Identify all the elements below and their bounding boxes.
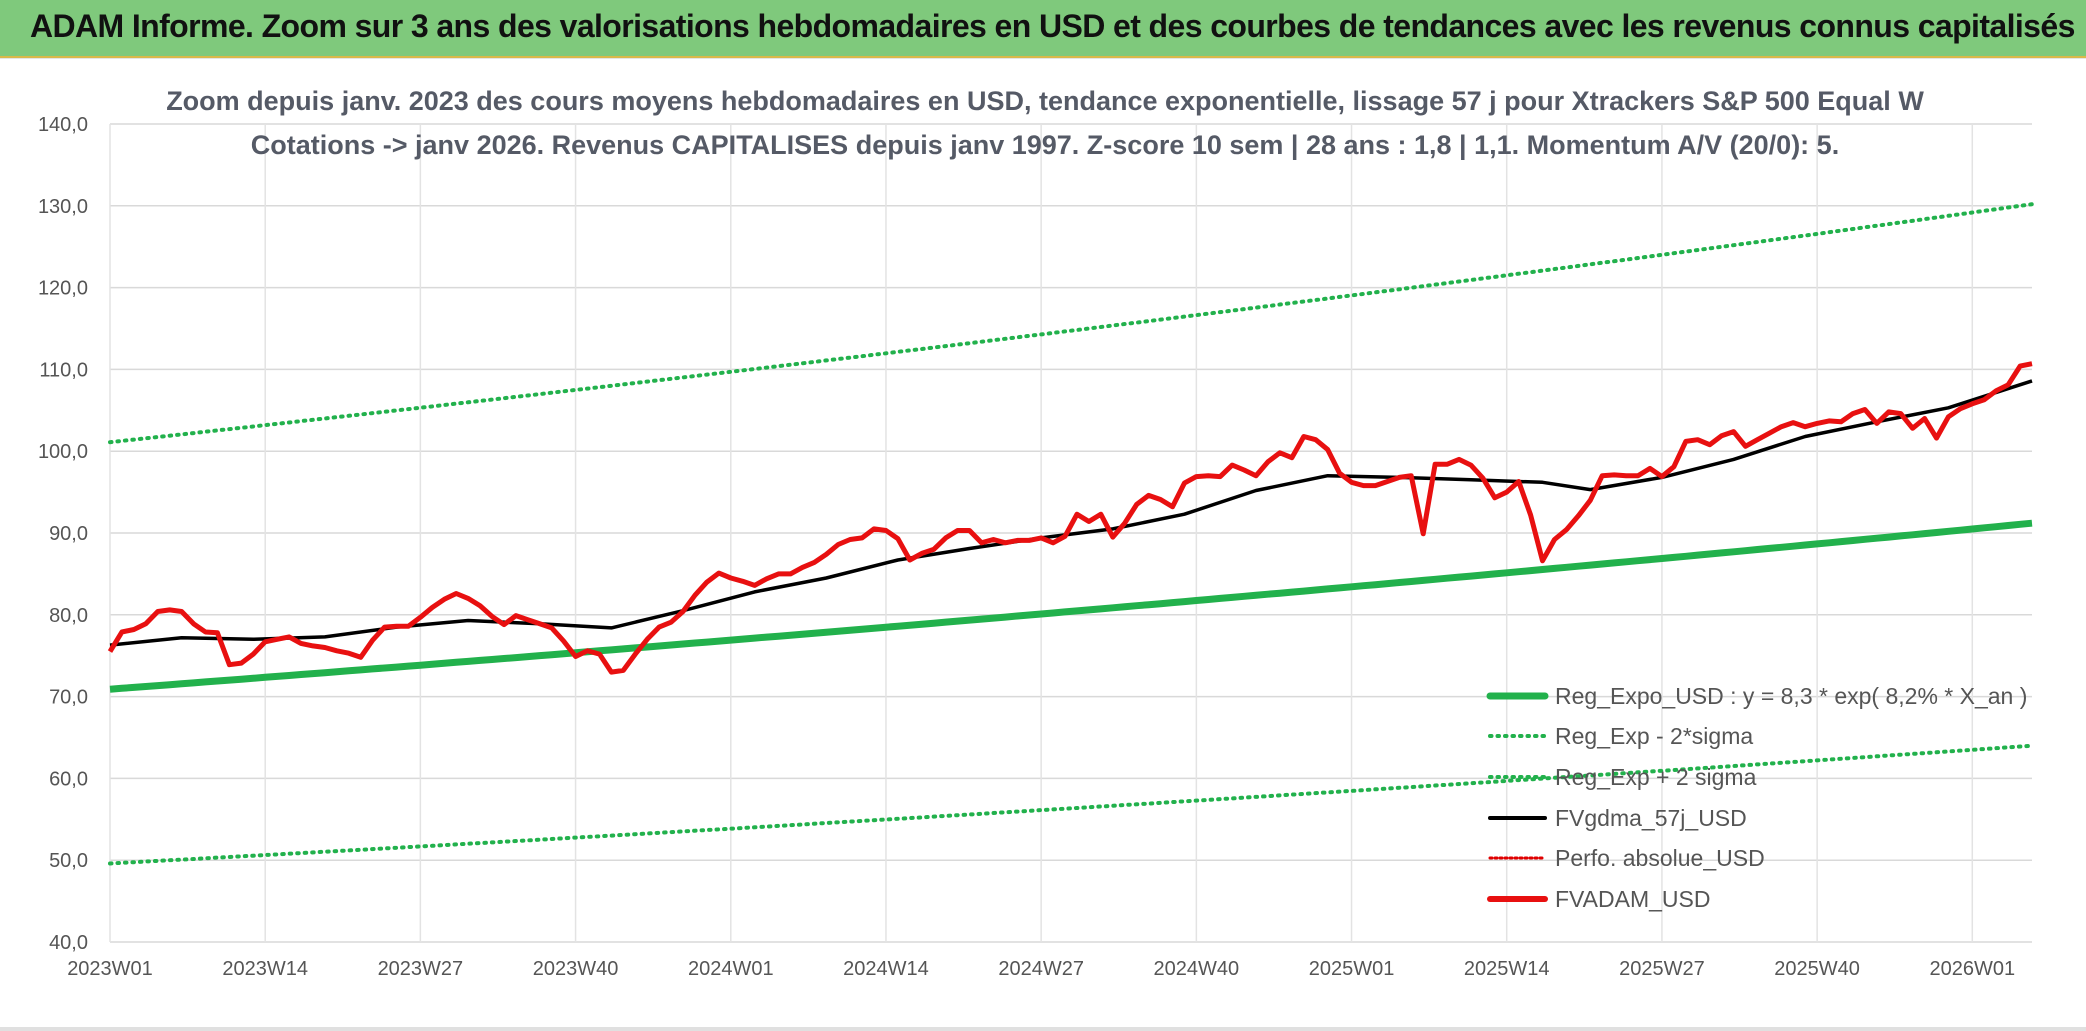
x-tick-label: 2025W01: [1309, 958, 1395, 980]
x-tick-label: 2025W14: [1464, 958, 1550, 980]
legend-label: FVgdma_57j_USD: [1555, 805, 1747, 831]
x-tick-label: 2024W27: [998, 958, 1084, 980]
report-banner: ADAM Informe. Zoom sur 3 ans des valoris…: [0, 0, 2086, 58]
x-tick-label: 2023W01: [67, 958, 153, 980]
smoothed-line: [109, 379, 2033, 647]
report-title: ADAM Informe. Zoom sur 3 ans des valoris…: [30, 8, 2075, 44]
legend-label: Reg_Exp + 2 sigma: [1555, 764, 1757, 790]
legend-label: Perfo. absolue_USD: [1555, 845, 1765, 871]
y-tick-label: 60,0: [49, 768, 88, 790]
line-chart: 40,0 50,0 60,0 70,0 80,0 90,0 100,0 110,0 120,0 1…: [38, 86, 2034, 980]
x-tick-label: 2024W14: [843, 958, 929, 980]
y-tick-label: 80,0: [49, 605, 88, 627]
x-tick-label: 2025W40: [1774, 958, 1860, 980]
y-tick-label: 100,0: [38, 441, 88, 463]
chart-title-line1: Zoom depuis janv. 2023 des cours moyens …: [166, 86, 1924, 116]
x-tick-label: 2026W01: [1929, 958, 2015, 980]
x-tick-label: 2024W40: [1154, 958, 1240, 980]
y-tick-label: 70,0: [49, 687, 88, 709]
x-tick-label: 2023W14: [222, 958, 308, 980]
y-tick-label: 120,0: [38, 278, 88, 300]
price-line: [107, 361, 2033, 675]
y-tick-label: 140,0: [38, 114, 88, 136]
x-tick-label: 2025W27: [1619, 958, 1705, 980]
legend-label: Reg_Exp - 2*sigma: [1555, 723, 1753, 749]
chart-area: 40,0 50,0 60,0 70,0 80,0 90,0 100,0 110,0 120,0 1…: [0, 58, 2086, 1031]
lower-band-line: [108, 743, 2034, 866]
legend-label: Reg_Expo_USD : y = 8,3 * exp( 8,2% * X_a…: [1555, 683, 2027, 709]
upper-band-line: [108, 202, 2034, 445]
x-tick-label: 2023W40: [533, 958, 619, 980]
y-tick-label: 110,0: [39, 359, 88, 381]
trend-line: [109, 519, 2033, 693]
y-tick-label: 40,0: [49, 932, 88, 954]
x-tick-label: 2024W01: [688, 958, 774, 980]
y-tick-label: 130,0: [38, 196, 88, 218]
y-tick-label: 50,0: [49, 850, 88, 872]
x-tick-label: 2023W27: [378, 958, 464, 980]
y-tick-label: 90,0: [49, 523, 88, 545]
chart-title-line2: Cotations -> janv 2026. Revenus CAPITALI…: [251, 130, 1839, 160]
legend-label: FVADAM_USD: [1555, 886, 1711, 912]
